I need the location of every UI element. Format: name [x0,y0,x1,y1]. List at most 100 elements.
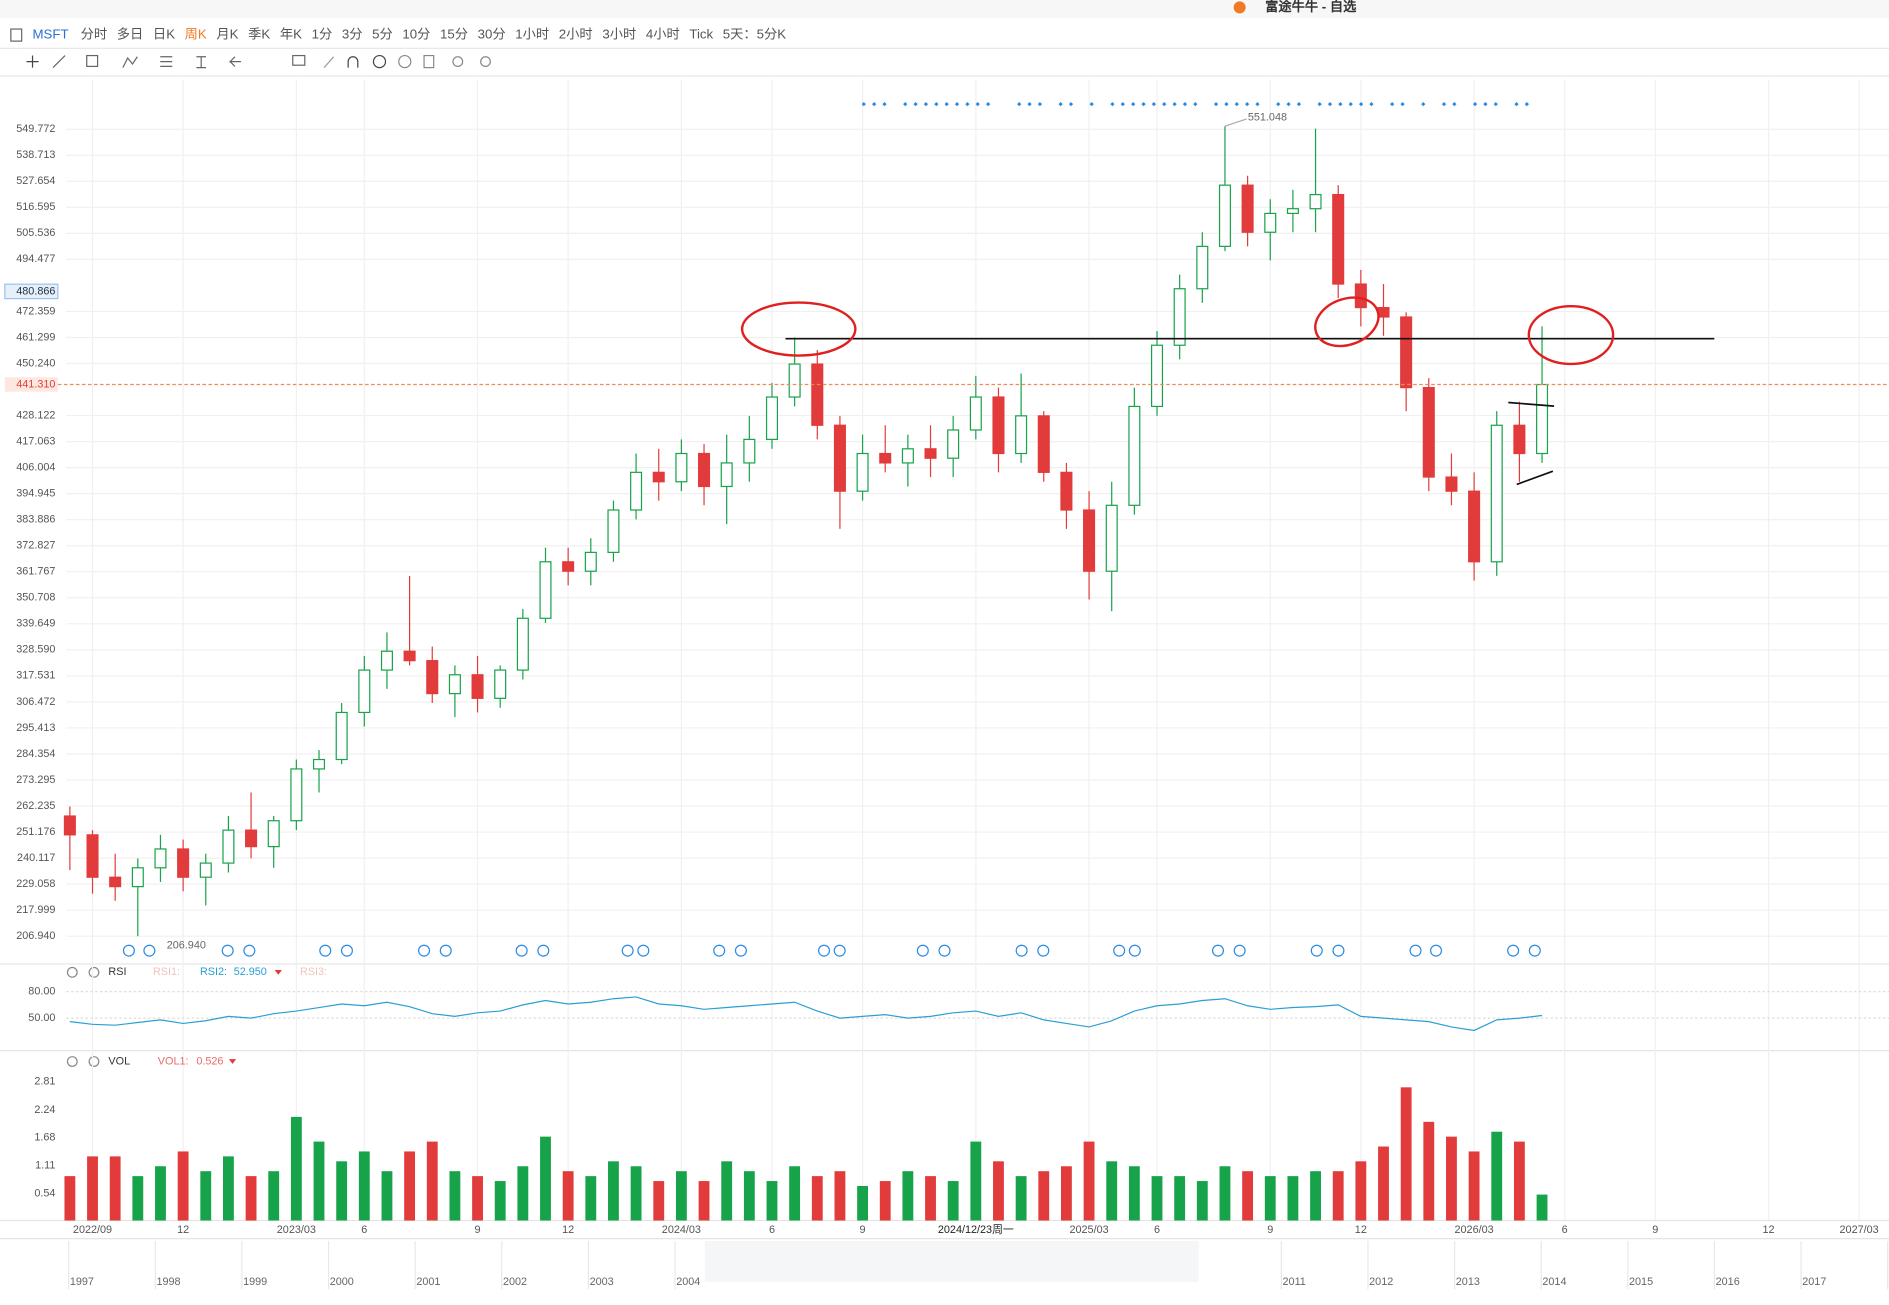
year-label: 2012 [1369,1276,1393,1288]
earnings-icon[interactable] [221,944,234,957]
earnings-icon[interactable] [515,944,528,957]
vol-bar [766,1181,778,1221]
rsi-caret [274,969,282,975]
vol-tick-label: 0.54 [34,1188,55,1200]
earnings-icon[interactable] [1430,944,1443,957]
tool-hide[interactable] [398,54,412,69]
period-tab[interactable]: 月K [216,27,238,42]
earnings-icon[interactable] [143,944,156,957]
period-tab[interactable]: 5天：5分K [723,27,786,42]
period-tab[interactable]: 季K [248,27,270,42]
tool-arrow[interactable] [228,56,241,67]
candle-body [426,660,439,695]
period-tab[interactable]: 日K [153,27,175,42]
vol-bar [336,1161,348,1221]
earnings-icon[interactable] [734,944,747,957]
event-marker [1524,102,1529,107]
candle-body [1422,387,1435,478]
tool-rect[interactable] [86,54,99,68]
tool-delete[interactable] [423,54,435,69]
symbol[interactable]: MSFT [33,27,69,42]
earnings-icon[interactable] [916,944,929,957]
sidebar-toggle[interactable] [10,28,23,42]
tool-move[interactable] [26,55,39,68]
tool-wave[interactable] [122,56,138,68]
tool-line[interactable] [52,55,66,69]
earnings-icon[interactable] [938,944,951,957]
period-tab[interactable]: 周K [185,27,207,42]
earnings-icon[interactable] [833,944,846,957]
earnings-icon[interactable] [122,944,135,957]
vol-settings[interactable] [66,1056,78,1067]
candle-body [1536,383,1549,455]
period-tab[interactable]: 4小时 [646,27,680,42]
tool-lock[interactable] [372,54,387,69]
y-tick-label: 472.359 [16,305,55,317]
period-tab[interactable]: 2小时 [559,27,593,42]
vol-bar [993,1161,1004,1221]
earnings-icon[interactable] [340,944,353,957]
year-label: 1997 [70,1276,94,1288]
x-tick-label: 2026/03 [1455,1224,1494,1236]
event-marker [1234,102,1239,107]
tool-pen[interactable] [323,56,335,69]
earnings-icon[interactable] [1409,944,1422,957]
high-label: 551.048 [1248,112,1287,124]
tool-magnet[interactable] [347,56,359,68]
event-marker [1017,102,1022,107]
period-tab[interactable]: 3分 [342,27,363,42]
event-marker [882,102,887,107]
earnings-icon[interactable] [1332,944,1345,957]
period-tab[interactable]: 10分 [402,27,430,42]
earnings-icon[interactable] [1015,944,1028,957]
earnings-icon[interactable] [537,944,550,957]
rsi-settings[interactable] [66,966,78,978]
rsi-value: 52.950 [234,966,267,978]
earnings-icon[interactable] [418,944,431,957]
rsi-tick-label: 50.00 [28,1012,55,1024]
earnings-icon[interactable] [319,944,332,957]
earnings-icon[interactable] [1211,944,1224,957]
vol-bar [1151,1176,1163,1221]
earnings-icon[interactable] [713,944,726,957]
candle-body [380,650,393,671]
period-tab[interactable]: 30分 [478,27,506,42]
tool-settings[interactable] [480,56,491,68]
period-tab[interactable]: 5分 [372,27,393,42]
earnings-icon[interactable] [1233,944,1246,957]
period-tab[interactable]: 1分 [312,27,333,42]
rsi-close[interactable] [88,966,100,978]
period-tab[interactable]: 年K [280,27,302,42]
vol-close[interactable] [88,1056,100,1067]
period-tab[interactable]: 1小时 [515,27,549,42]
tool-note[interactable] [292,54,306,66]
earnings-icon[interactable] [1310,944,1323,957]
period-tab[interactable]: 多日 [117,26,144,42]
earnings-icon[interactable] [1528,944,1541,957]
period-tab[interactable]: 15分 [440,27,468,42]
earnings-icon[interactable] [1128,944,1141,957]
period-tab[interactable]: 3小时 [602,27,636,42]
earnings-icon[interactable] [1037,944,1050,957]
candle-body [199,862,212,878]
period-tab[interactable]: Tick [689,27,713,42]
vol-bar [1400,1087,1412,1221]
earnings-icon[interactable] [637,944,650,957]
earnings-icon[interactable] [439,944,452,957]
tool-measure[interactable] [196,56,207,69]
earnings-icon[interactable] [818,944,831,957]
period-tab[interactable]: 分时 [81,27,108,42]
vol-bar [109,1156,121,1221]
earnings-icon[interactable] [1507,944,1520,957]
candle-body [1037,415,1050,473]
earnings-icon[interactable] [243,944,256,957]
year-label: 2004 [676,1276,700,1288]
tool-compare[interactable] [452,56,464,68]
event-marker [1058,102,1063,107]
event-marker [1493,102,1498,107]
earnings-icon[interactable] [621,944,634,957]
vol-bar [947,1181,959,1221]
tool-fib[interactable] [160,56,173,68]
vol-bar [608,1161,619,1221]
earnings-icon[interactable] [1113,944,1126,957]
